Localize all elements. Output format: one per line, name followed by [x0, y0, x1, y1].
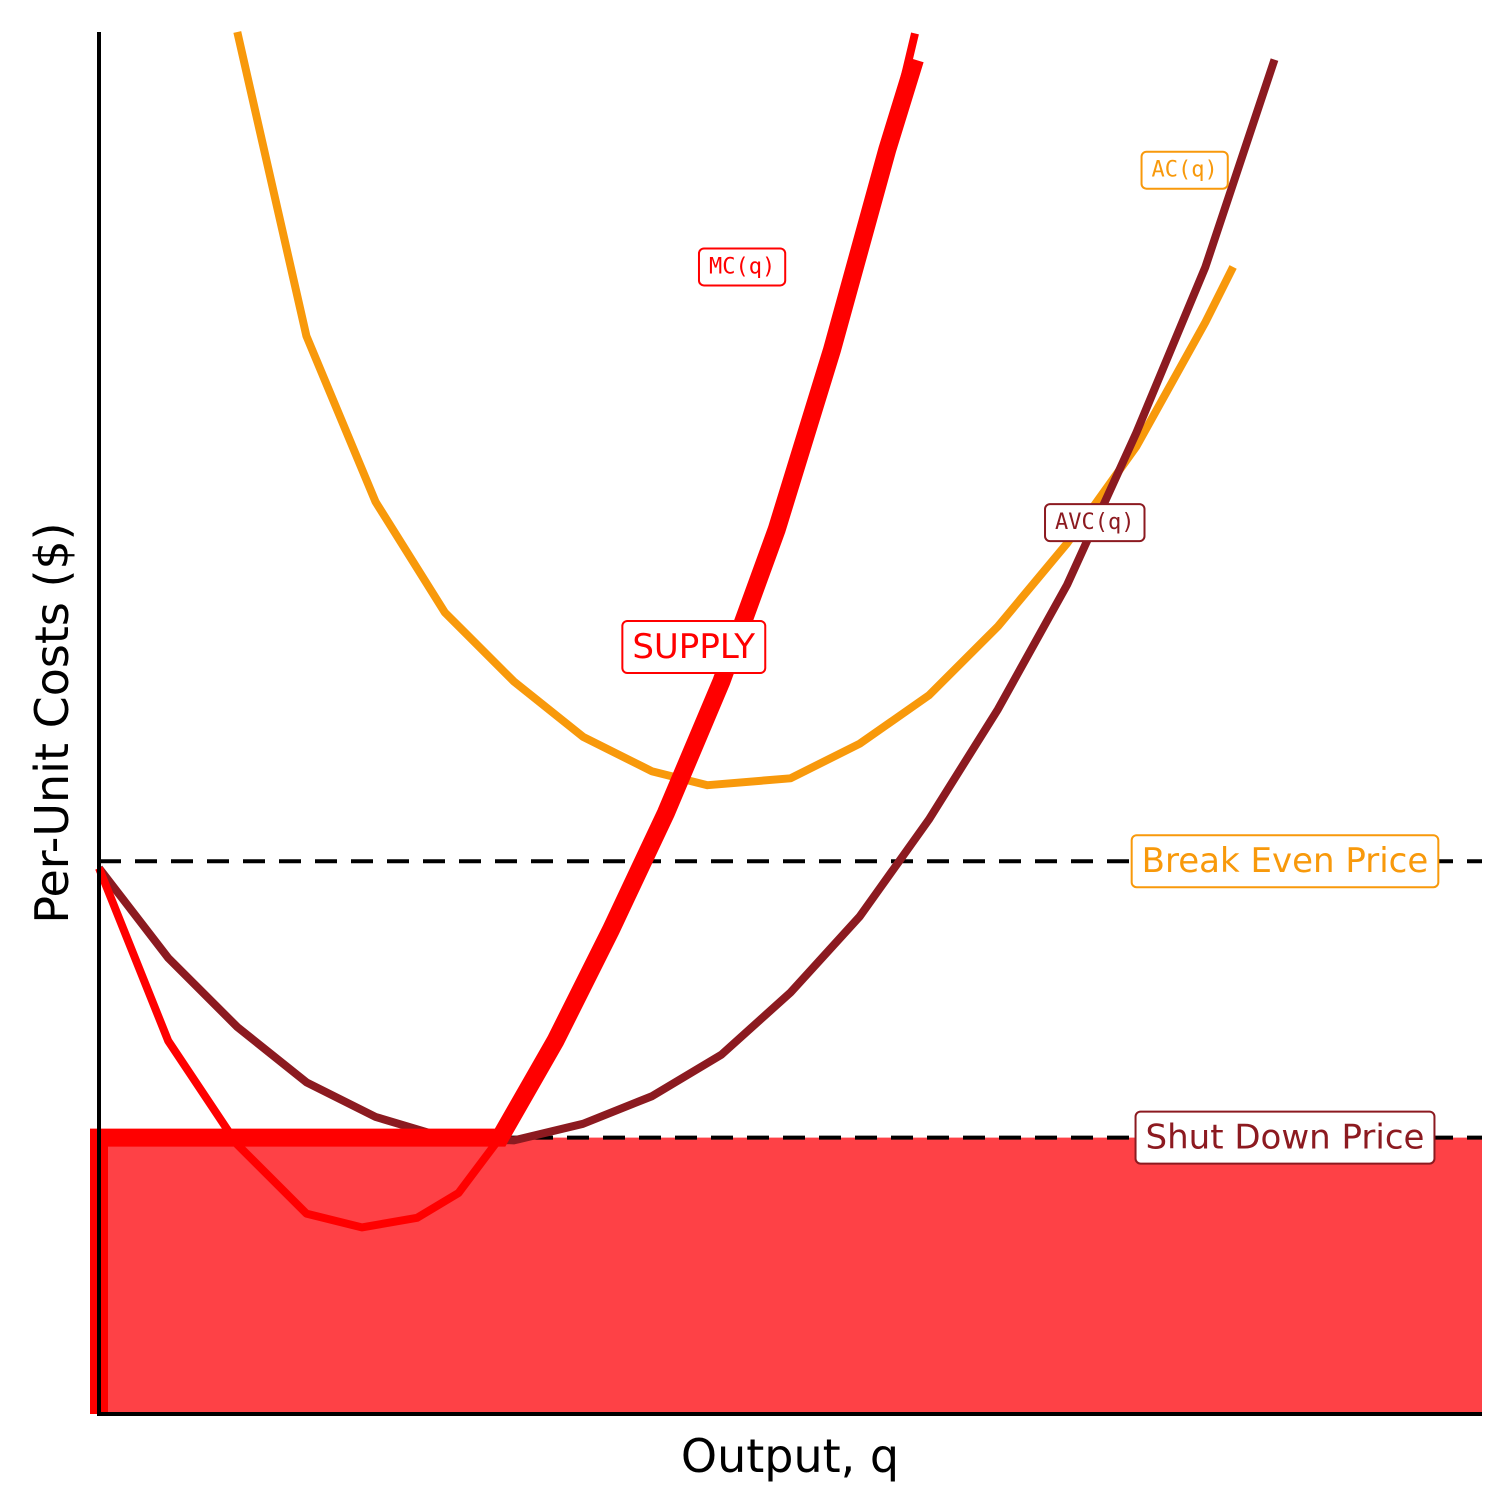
curve-label-avcq-box [1044, 503, 1146, 543]
curve-label-supply: SUPPLY [621, 619, 767, 674]
shut-down-label-box [1134, 1110, 1436, 1165]
break-even-label: Break Even Price [1130, 834, 1440, 889]
shut-down-label: Shut Down Price [1134, 1110, 1436, 1165]
curve-label-acq: AC(q) [1140, 150, 1229, 190]
curve-label-supply-box [621, 619, 767, 674]
y-axis-title: Per-Unit Costs ($) [25, 522, 79, 923]
series-line-mcq [95, 32, 919, 1232]
x-axis-title: Output, q [681, 1429, 899, 1483]
series-line-acq [233, 31, 1237, 790]
curve-label-acq-text: AC(q) [1152, 158, 1218, 183]
shutdown-region [99, 1137, 1482, 1414]
plot-area [90, 31, 1482, 1414]
curve-label-supply-text: SUPPLY [632, 627, 755, 667]
curve-label-acq-box [1140, 150, 1229, 190]
curve-label-mcq: MC(q) [697, 247, 787, 287]
supply-curve [90, 56, 924, 1414]
shut-down-label-text: Shut Down Price [1146, 1118, 1425, 1158]
label-layer: MC(q) AC(q) AVC(q) SUPPLY Break Even Price Sh… [621, 150, 1440, 1165]
series-line-avcq [95, 58, 1279, 1145]
curve-label-mcq-box [697, 247, 787, 287]
break-even-label-text: Break Even Price [1142, 841, 1429, 881]
curve-label-mcq-text: MC(q) [709, 254, 775, 279]
break-even-label-box [1130, 834, 1440, 889]
curve-label-avcq: AVC(q) [1044, 503, 1146, 543]
curve-label-avcq-text: AVC(q) [1055, 510, 1134, 535]
